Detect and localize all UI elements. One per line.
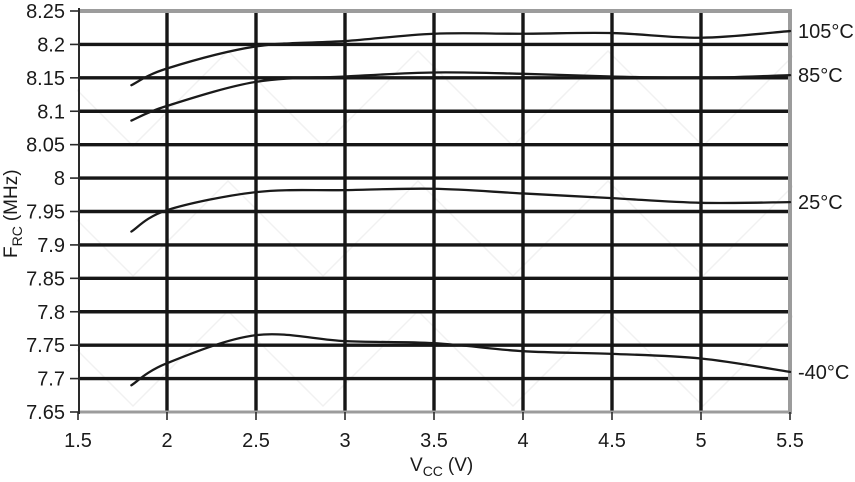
y-tick-label: 7.65 [26, 402, 65, 424]
y-tick-label: 7.7 [37, 369, 65, 391]
tick-marks [70, 10, 791, 420]
watermark-line [77, 49, 793, 148]
series-line-85c [130, 71, 792, 122]
x-axis-title-sub: CC [423, 463, 443, 479]
x-tick-label: 4 [517, 430, 528, 452]
series-line-105c [130, 29, 792, 87]
x-tick-label: 5.5 [776, 430, 804, 452]
series-label-25c: 25°C [798, 192, 843, 214]
y-tick-label: 8.25 [26, 1, 65, 23]
series-line-40c [130, 333, 792, 387]
y-axis-title: FRC (MHz) [1, 169, 25, 258]
y-axis-title-base: F [1, 246, 22, 258]
series-label-40c: -40°C [798, 362, 849, 384]
x-tick-label: 2.5 [242, 430, 270, 452]
y-tick-label: 8.1 [37, 101, 65, 123]
y-tick-label: 7.9 [37, 235, 65, 257]
x-tick-label: 2 [161, 430, 172, 452]
series-line-25c [130, 187, 792, 233]
x-axis-title: VCC (V) [410, 455, 473, 479]
gridlines [78, 9, 792, 412]
y-tick-label: 7.75 [26, 335, 65, 357]
plot-borders [78, 8, 792, 414]
y-tick-label: 8 [54, 168, 65, 190]
y-tick-label: 8.05 [26, 135, 65, 157]
y-tick-label: 7.85 [26, 268, 65, 290]
y-tick-label: 8.15 [26, 68, 65, 90]
watermark-line [77, 179, 793, 278]
y-tick-label: 7.8 [37, 302, 65, 324]
x-tick-label: 3 [339, 430, 350, 452]
watermark-line [77, 309, 793, 408]
y-axis-title-sub: RC [9, 226, 25, 246]
series-lines [130, 29, 792, 387]
watermark-pattern [77, 49, 793, 408]
y-axis-title-unit: (MHz) [1, 169, 22, 221]
series-label-85c: 85°C [798, 65, 843, 87]
x-tick-label: 5 [695, 430, 706, 452]
y-tick-label: 7.95 [26, 202, 65, 224]
y-tick-label: 8.2 [37, 34, 65, 56]
x-axis-title-unit: (V) [448, 455, 473, 476]
x-tick-label: 3.5 [420, 430, 448, 452]
series-label-105c: 105°C [798, 21, 854, 43]
x-tick-label: 4.5 [598, 430, 626, 452]
x-axis-title-base: V [410, 455, 423, 476]
x-tick-label: 1.5 [64, 430, 92, 452]
